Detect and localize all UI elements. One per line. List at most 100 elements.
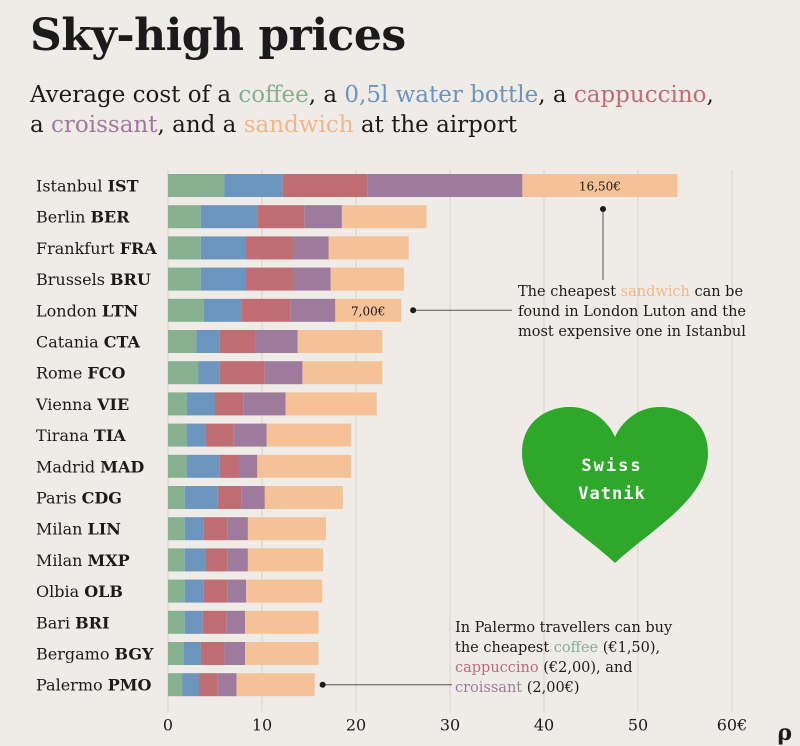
bar-segment-0-5l-water-bottle [183,642,201,665]
row-label-code: BER [91,208,131,227]
bar-segment-0-5l-water-bottle [186,454,220,478]
row-label: London LTN [36,301,138,320]
row-label: Brussels BRU [36,270,151,289]
bar-segment-0-5l-water-bottle [186,392,215,416]
bar-segment-cappuccino [202,610,227,634]
annotation-text: In Palermo travellers can buy [455,620,673,636]
bar-segment-cappuccino [199,673,218,697]
bar-segment-croissant [304,205,342,229]
bar-segment-0-5l-water-bottle [184,610,203,634]
x-tick-label: 40 [534,715,554,734]
row-label-city: Catania [36,333,104,352]
row-label-city: Frankfurt [36,239,120,258]
bar-segment-coffee [168,579,185,603]
bar-segment-sandwich [245,642,319,665]
row-label-code: BRI [75,613,109,632]
bar-segment-croissant [293,267,331,291]
bar-segment-coffee [168,236,201,260]
row-label-city: Milan [36,520,88,539]
row-label-code: MXP [88,551,130,570]
bar-segment-sandwich [247,548,324,572]
bar-segment-croissant [227,517,248,541]
bar-segment-coffee [168,454,187,478]
swiss-vatnik-heart-logo: Swiss Vatnik [522,407,708,563]
subtitle-text: , a [308,82,345,108]
bar-segment-coffee [168,423,187,447]
annotation-text: The cheapest [518,284,621,300]
bar-segment-cappuccino [217,486,242,509]
bar-segment-cappuccino [219,454,239,478]
row-label: Tirana TIA [36,426,126,445]
row-label-code: OLB [84,582,123,601]
row-label-city: Brussels [36,270,110,289]
bar-segment-cappuccino [219,330,256,353]
x-tick-label: 60€ [717,715,748,734]
annotation-text: (€2,00), and [538,660,633,676]
bar-segment-0-5l-water-bottle [200,205,258,229]
row-label-code: CTA [104,333,141,352]
bar-segment-sandwich [266,423,352,447]
bar-segment-0-5l-water-bottle [224,174,283,197]
bar-segment-coffee [168,486,185,509]
bar-segment-coffee [168,517,185,541]
row-label-code: IST [108,177,139,196]
bar-segment-sandwich [341,205,427,229]
bar-segment-0-5l-water-bottle [198,361,220,385]
row-label-code: LIN [88,520,121,539]
row-label-city: Madrid [36,457,100,476]
row-label: Bergamo BGY [36,645,154,664]
bar-segment-sandwich [264,486,343,509]
chart-title: Sky-high prices [30,10,406,61]
bar-segment-croissant [243,392,286,416]
bar-segment-sandwich [246,579,323,603]
bar-segment-sandwich [330,267,404,291]
row-label-code: LTN [102,301,138,320]
row-label: Istanbul IST [36,177,139,196]
bar-segment-cappuccino [205,548,228,572]
bar-segment-sandwich [302,361,383,385]
istanbul-leader-dot [600,206,606,212]
bar-segment-coffee [168,174,225,197]
legend-water: 0,5l water bottle [344,82,539,108]
bar-segment-sandwich [297,330,383,353]
bar-segment-croissant [226,610,246,634]
legend-cappuccino: cappuccino [573,82,707,108]
subtitle-text: , and a [157,112,244,138]
bar-segment-croissant [217,673,237,697]
bar-segment-croissant [241,486,265,509]
x-tick-label: 50 [628,715,648,734]
row-label-city: Palermo [36,676,108,695]
annotation-text: the cheapest [455,640,554,656]
london-leader-dot [410,307,417,314]
row-label-code: BGY [115,645,154,664]
row-label-code: TIA [94,426,126,445]
value-label: 16,50€ [579,180,621,194]
bar-segment-coffee [168,673,183,697]
corner-mark: ρ [777,720,792,746]
bar-segment-croissant [224,642,246,665]
row-label: Berlin BER [36,208,130,227]
row-label: Olbia OLB [36,582,123,601]
bar-segment-0-5l-water-bottle [186,423,206,447]
logo-line-1: Swiss [581,456,642,476]
sandwich-annotation: The cheapest sandwich can be found in Lo… [518,282,746,342]
bar-segment-0-5l-water-bottle [182,673,200,697]
x-tick-label: 0 [163,715,173,734]
row-label-city: Tirana [36,426,94,445]
bar-segment-0-5l-water-bottle [184,517,204,541]
x-tick-label: 20 [346,715,366,734]
bar-segment-cappuccino [246,236,294,260]
bar-segment-cappuccino [246,267,294,291]
bar-segment-cappuccino [203,517,228,541]
row-label: Frankfurt FRA [36,239,157,258]
row-label: Catania CTA [36,333,141,352]
row-label-code: FRA [120,239,158,258]
bar-segment-cappuccino [219,361,265,385]
annotation-cappuccino-word: cappuccino [455,660,539,676]
palermo-annotation: In Palermo travellers can buy the cheape… [455,618,672,698]
logo-line-2: Vatnik [578,484,645,504]
bar-segment-sandwich [522,174,678,197]
row-label-city: Paris [36,489,82,508]
bar-segment-0-5l-water-bottle [200,267,247,291]
